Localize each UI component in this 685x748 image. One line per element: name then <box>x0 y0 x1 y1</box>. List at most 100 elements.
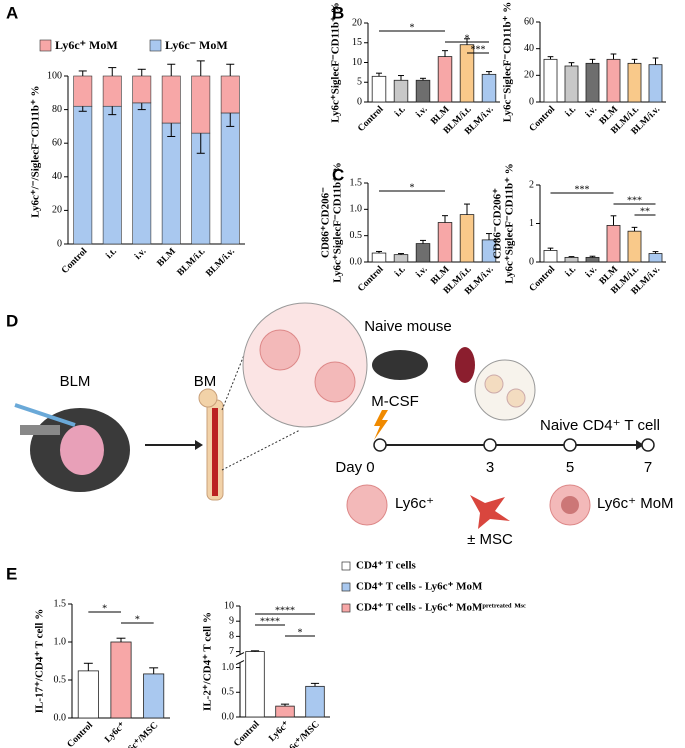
diagram-label: BM <box>194 373 217 390</box>
bar <box>543 250 558 263</box>
diagram-label: ± MSC <box>467 531 513 548</box>
y-tick-label: 0 <box>529 96 534 107</box>
y-tick-label: 100 <box>47 70 62 81</box>
x-tick-label: Control <box>356 264 386 294</box>
bar <box>437 56 453 103</box>
day-label: Day 0 <box>335 459 374 476</box>
x-tick-label: Control <box>528 264 558 294</box>
bar <box>437 222 453 263</box>
x-tick-label: i.t. <box>393 105 408 120</box>
y-tick-label: 0.5 <box>350 230 363 241</box>
bar-segment <box>220 75 240 114</box>
y-axis-label: CD86⁺CD206⁻ <box>320 187 332 258</box>
x-tick-label: BLM <box>156 247 178 269</box>
diagram-label: Ly6c⁺ MoM <box>597 495 674 512</box>
significance-label: **** <box>275 605 295 616</box>
x-tick-label: i.v. <box>584 265 599 280</box>
bar <box>606 225 621 263</box>
axis-break <box>235 652 245 658</box>
time-point <box>641 438 655 452</box>
bar-segment <box>161 75 181 124</box>
x-tick-label: BLM/i.t. <box>176 247 208 279</box>
bar-segment <box>73 105 93 245</box>
y-tick-label: 10 <box>352 57 362 68</box>
panel-label: A <box>6 3 18 22</box>
y-axis-label: Ly6c⁺/⁻/SiglecF⁻CD11b⁺ % <box>30 85 42 217</box>
mom-nucleus <box>561 496 579 514</box>
day-label: 5 <box>566 459 574 476</box>
y-tick-label: 15 <box>352 37 362 48</box>
bar-segment <box>73 75 93 107</box>
y-tick-label: 10 <box>224 600 234 611</box>
y-tick-label: 20 <box>52 205 62 216</box>
diagram-label: Naive mouse <box>364 318 452 335</box>
x-tick-label: i.t. <box>393 265 408 280</box>
bolt <box>374 410 388 440</box>
panel-label: C <box>332 165 344 184</box>
y-tick-label: 80 <box>52 104 62 115</box>
x-tick-label: i.v. <box>414 105 429 120</box>
y-tick-label: 1.0 <box>350 204 363 215</box>
legend-label: Ly6c⁺ MoM <box>55 38 118 52</box>
axis-break <box>235 660 245 666</box>
panel-label: B <box>332 3 344 22</box>
x-tick-label: Control <box>232 719 262 748</box>
x-tick-label: i.v. <box>414 265 429 280</box>
diagram-label: Naive CD4⁺ T cell <box>540 417 660 434</box>
bar <box>415 79 431 103</box>
y-tick-label: 7 <box>229 646 234 657</box>
bar <box>110 641 132 719</box>
y-tick-label: 0 <box>57 238 62 249</box>
legend-swatch <box>341 603 351 613</box>
significance-label: ** <box>640 206 650 217</box>
y-tick-label: 20 <box>352 17 362 28</box>
t-cell <box>484 374 504 394</box>
legend-label: Ly6c⁻ MoM <box>165 38 228 52</box>
y-tick-label: 9 <box>229 615 234 626</box>
bar <box>305 685 325 718</box>
bar-segment <box>161 122 181 245</box>
zoom-circle <box>242 302 368 428</box>
bar <box>371 252 387 263</box>
bar <box>648 253 663 263</box>
x-tick-label: Ly6c⁺ <box>267 720 291 744</box>
significance-label: *** <box>575 184 590 195</box>
y-tick-label: 60 <box>524 16 534 27</box>
day-label: 3 <box>486 459 494 476</box>
y-tick-label: 40 <box>52 171 62 182</box>
y-axis-label: Ly6c⁺SiglecF⁻CD11b⁺ % <box>330 2 342 122</box>
panel-label: E <box>6 564 17 583</box>
bar-segment <box>132 75 152 104</box>
y-tick-label: 1 <box>529 218 534 229</box>
bar <box>415 243 431 263</box>
bar <box>648 64 663 103</box>
x-tick-label: Ly6c⁺ <box>103 721 127 745</box>
y-tick-label: 40 <box>524 43 534 54</box>
bar <box>606 58 621 103</box>
y-tick-label: 0.5 <box>54 674 67 685</box>
significance-label: *** <box>471 44 486 55</box>
legend-swatch <box>341 582 351 592</box>
y-tick-label: 0.5 <box>222 687 235 698</box>
legend-label: CD4⁺ T cells - Ly6c⁺ MoMᵖʳᵉᵗʳᵉᵃᵗᵉᵈ ᴹˢᶜ <box>356 602 526 614</box>
bone-end <box>198 388 218 408</box>
bar <box>627 230 642 263</box>
y-axis-label: CD86⁻CD206⁺ <box>492 188 504 259</box>
y-tick-label: 2 <box>529 179 534 190</box>
bar <box>393 79 409 103</box>
significance-label: * <box>410 182 415 193</box>
bar <box>564 256 579 263</box>
legend-swatch <box>149 39 162 52</box>
legend-swatch <box>39 39 52 52</box>
x-tick-label: i.t. <box>564 105 579 120</box>
spleen <box>455 347 475 383</box>
y-tick-label: 5 <box>357 77 362 88</box>
time-point <box>563 438 577 452</box>
significance-label: **** <box>260 616 280 627</box>
bar <box>543 58 558 103</box>
diagram: BLM BM M-CSF Naive mouse Naive CD4⁺ T ce… <box>14 302 674 548</box>
x-tick-label: i.t. <box>564 265 579 280</box>
bar <box>77 670 99 719</box>
y-tick-label: 1.0 <box>222 662 235 673</box>
time-point <box>483 438 497 452</box>
